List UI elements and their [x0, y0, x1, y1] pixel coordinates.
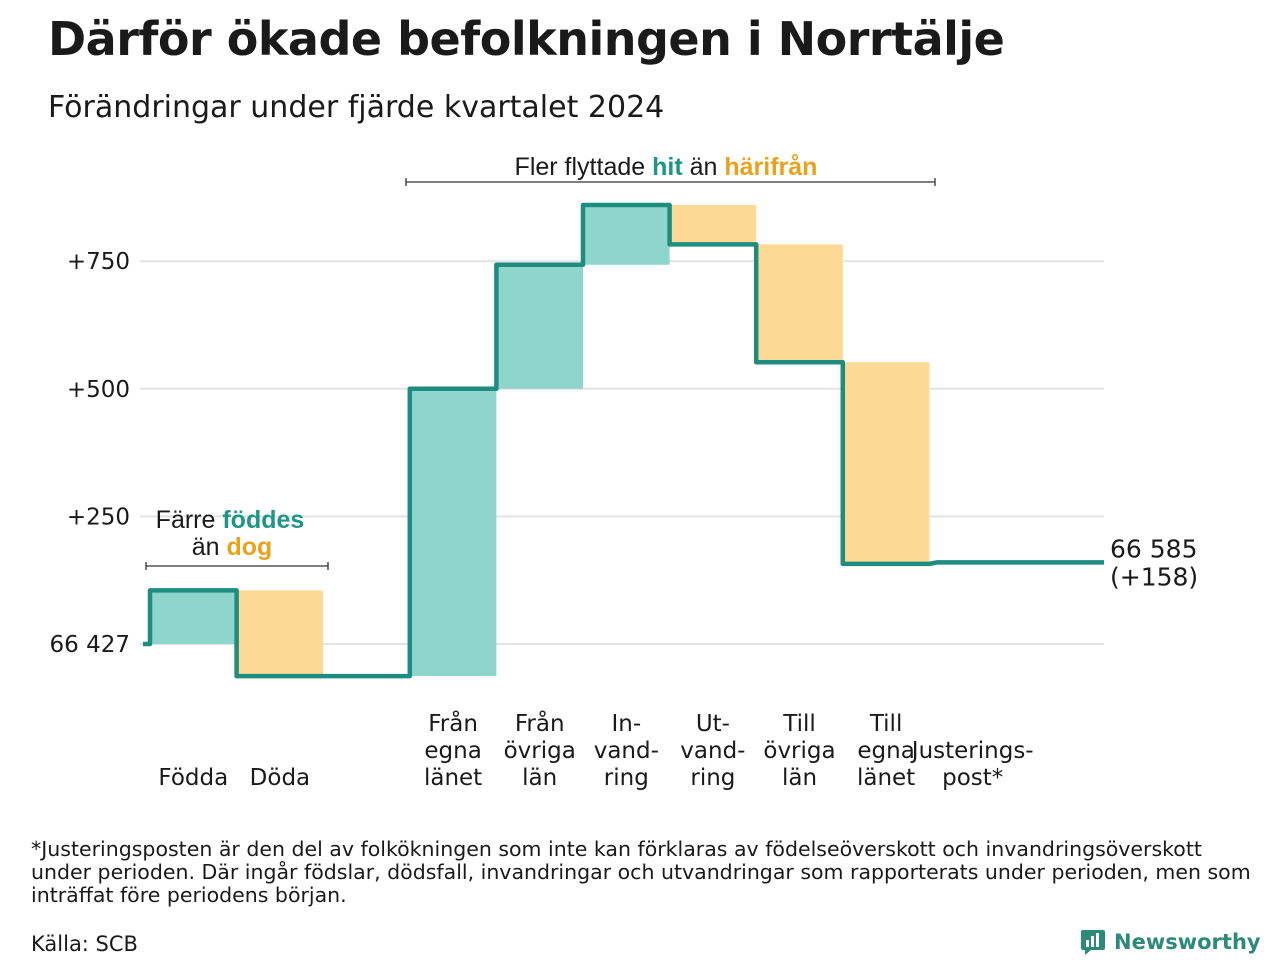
category-labels: Födda DödaFrånegnalänetFrånövrigalänIn-va…	[158, 709, 1033, 791]
births-annotation-line2: än dog	[192, 533, 273, 561]
line-layer: 66 585(+158)	[143, 202, 1198, 679]
category-label: egna	[424, 738, 481, 764]
category-label: ring	[690, 765, 735, 791]
footnote: *Justeringsposten är den del av folkökni…	[31, 837, 1251, 907]
source-note: Källa: SCB	[31, 932, 138, 956]
moves-annotation-line1: Fler flyttade hit än härifrån	[515, 153, 818, 181]
annotation-text: Färre	[156, 506, 223, 534]
category-label: In-	[611, 711, 641, 737]
category-label: övriga	[763, 738, 835, 764]
annotation-highlight-out: härifrån	[724, 153, 817, 181]
category-label: ring	[604, 765, 649, 791]
inflow-bar	[496, 264, 583, 389]
bars-layer	[150, 205, 930, 677]
waterfall-chart: 66 427 +250 +500 +750 66 585(+158) Färre fö…	[50, 153, 1199, 791]
inflow-bar	[583, 205, 670, 265]
inflow-bar	[409, 388, 497, 677]
brand-logo[interactable]: Newsworthy	[1080, 928, 1261, 956]
category-label: vand-	[594, 738, 659, 764]
newsworthy-logo-icon	[1081, 930, 1105, 955]
category-label: län	[782, 765, 817, 791]
annotation-text: än	[192, 533, 227, 561]
category-label: post*	[942, 765, 1003, 791]
inflow-bar	[150, 590, 237, 644]
outflow-bar	[842, 362, 930, 564]
category-label: Från	[428, 709, 478, 737]
category-label: vand-	[680, 738, 745, 764]
chart-subtitle: Förändringar under fjärde kvartalet 2024	[48, 90, 665, 125]
y-tick-label: +500	[67, 377, 130, 403]
cumulative-step-line	[143, 202, 1104, 679]
y-tick-label: +750	[67, 249, 130, 275]
outflow-bar	[756, 244, 843, 363]
category-label: Till	[869, 711, 903, 737]
annotation-highlight-in: hit	[652, 153, 683, 181]
grid-layer: 66 427 +250 +500 +750	[50, 249, 1104, 658]
category-label: Födda	[158, 765, 228, 791]
y-tick-label: +250	[67, 504, 130, 530]
category-label: Från	[515, 709, 565, 737]
category-label: Till	[782, 711, 816, 737]
category-label: Justerings-	[910, 738, 1034, 764]
category-label: egna	[857, 738, 914, 764]
outflow-bar	[236, 590, 324, 677]
end-change-label: (+158)	[1110, 562, 1198, 591]
category-label: länet	[424, 765, 482, 791]
category-label: Ut-	[696, 711, 730, 737]
annotation-text: än	[683, 153, 725, 181]
category-label: övriga	[504, 738, 576, 764]
category-label: länet	[857, 765, 915, 791]
annotation-highlight-in: föddes	[222, 506, 304, 534]
brand-name: Newsworthy	[1114, 930, 1261, 954]
chart-title: Därför ökade befolkningen i Norrtälje	[48, 12, 1005, 66]
births-annotation-line1: Färre föddes	[156, 506, 305, 534]
category-label: Döda	[250, 765, 310, 791]
annotation-text: Fler flyttade	[515, 153, 653, 181]
outflow-bar	[669, 205, 757, 245]
category-label: län	[522, 765, 557, 791]
annotation-highlight-out: dog	[226, 533, 272, 561]
y-tick-label: 66 427	[50, 632, 130, 658]
end-value-label: 66 585	[1110, 534, 1197, 563]
